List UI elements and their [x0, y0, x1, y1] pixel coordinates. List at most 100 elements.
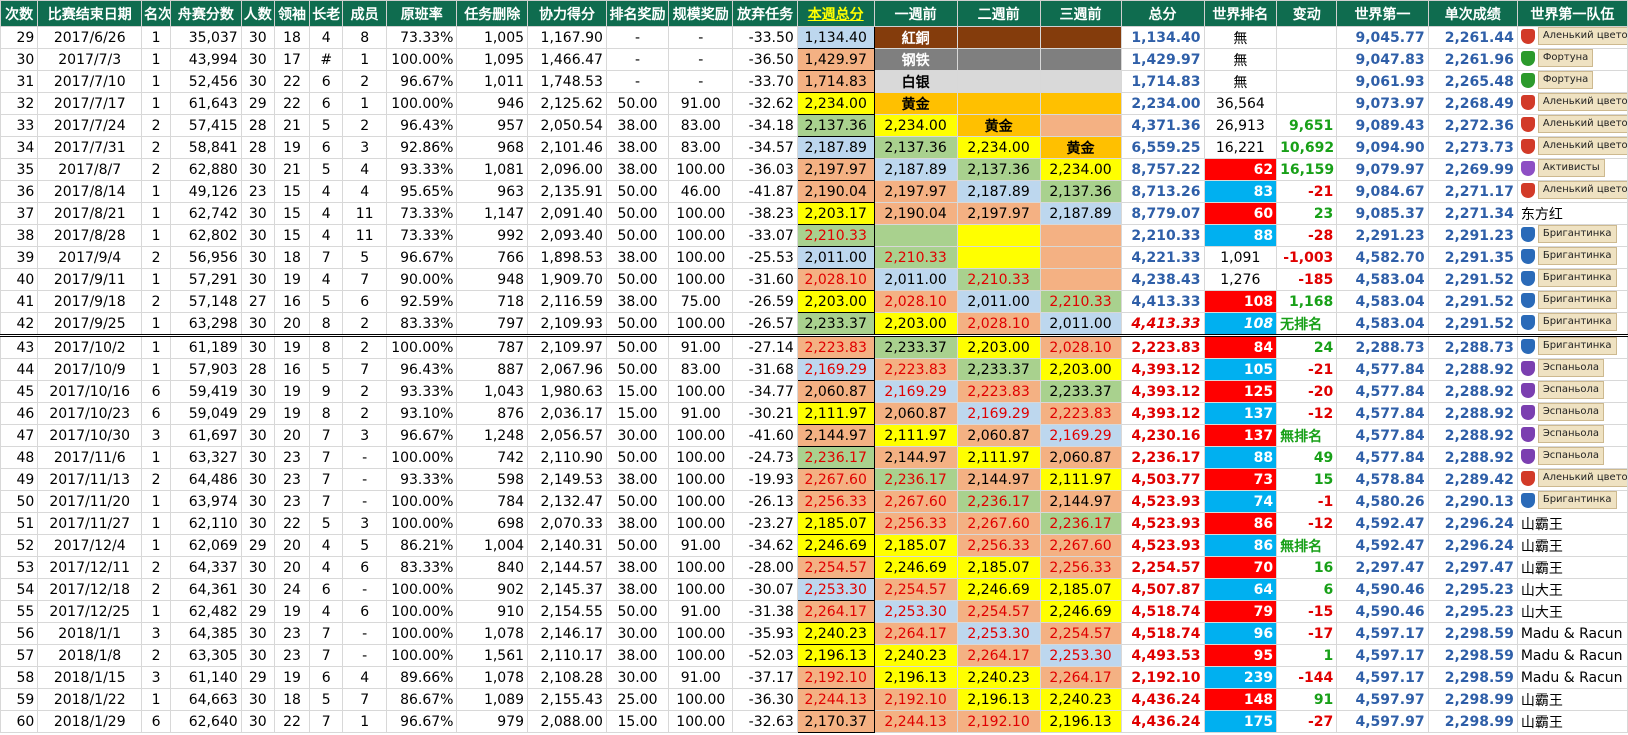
cell-members[interactable]: 30: [240, 246, 275, 269]
cell-attendance[interactable]: 100.00%: [385, 334, 458, 359]
cell-regulars[interactable]: 2: [342, 114, 387, 137]
cell-members[interactable]: 30: [240, 424, 275, 447]
cell-scale-bonus[interactable]: 83.00: [668, 136, 734, 159]
cell-members[interactable]: 27: [240, 290, 275, 313]
cell-abandon[interactable]: -31.38: [732, 600, 798, 623]
cell-attendance[interactable]: 100.00%: [385, 48, 458, 71]
cell-regulars[interactable]: 11: [342, 202, 387, 225]
cell-world-rank[interactable]: 36,564: [1203, 92, 1278, 115]
cell-rank-bonus[interactable]: 30.00: [605, 424, 670, 447]
cell-week-minus-1[interactable]: 2,144.97: [873, 446, 958, 469]
cell-leaders[interactable]: 19: [273, 334, 311, 359]
cell-week-minus-3[interactable]: 黄金: [1039, 136, 1122, 159]
cell-abandon[interactable]: -25.53: [732, 246, 798, 269]
cell-regulars[interactable]: 1: [342, 92, 387, 115]
cell-week-minus-1[interactable]: 2,187.89: [873, 158, 958, 181]
cell-placement[interactable]: 1: [141, 512, 172, 535]
cell-abandon[interactable]: -33.07: [732, 224, 798, 247]
cell-single-score[interactable]: 2,273.73: [1427, 136, 1518, 159]
cell-week-total[interactable]: 2,210.33: [796, 224, 875, 247]
cell-rank-bonus[interactable]: 38.00: [605, 246, 670, 269]
cell-scale-bonus[interactable]: -: [668, 26, 734, 49]
cell-attendance[interactable]: 100.00%: [385, 600, 458, 623]
cell-scale-bonus[interactable]: 100.00: [668, 644, 734, 667]
cell-leaders[interactable]: 19: [273, 380, 311, 403]
cell-assist-score[interactable]: 2,145.37: [527, 578, 607, 601]
cell-assist-score[interactable]: 1,466.47: [527, 48, 607, 71]
cell-change[interactable]: [1276, 26, 1338, 49]
cell-world-rank[interactable]: 73: [1203, 468, 1278, 491]
cell-placement[interactable]: 1: [141, 180, 172, 203]
cell-regulars[interactable]: -: [342, 468, 387, 491]
cell-abandon[interactable]: -26.13: [732, 490, 798, 513]
cell-scale-bonus[interactable]: 100.00: [668, 622, 734, 645]
cell-week-total[interactable]: 2,203.00: [796, 290, 875, 313]
cell-placement[interactable]: 2: [141, 578, 172, 601]
cell-regulars[interactable]: 3: [342, 424, 387, 447]
cell-end-date[interactable]: 2017/6/26: [37, 26, 143, 49]
cell-world-first-team[interactable]: 山霸王: [1516, 556, 1628, 579]
cell-end-date[interactable]: 2017/9/25: [37, 312, 143, 336]
cell-world-first[interactable]: 2,291.23: [1336, 224, 1429, 247]
cell-elders[interactable]: 7: [309, 446, 344, 469]
cell-regulars[interactable]: 8: [342, 26, 387, 49]
header-cell[interactable]: 三週前: [1039, 0, 1122, 27]
cell-leaders[interactable]: 22: [273, 70, 311, 93]
cell-task-delete[interactable]: 1,561: [456, 644, 529, 667]
cell-week-minus-3[interactable]: [1039, 268, 1122, 291]
cell-placement[interactable]: 1: [141, 26, 172, 49]
cell-abandon[interactable]: -33.50: [732, 26, 798, 49]
cell-attendance[interactable]: 90.00%: [385, 268, 458, 291]
cell-leaders[interactable]: 23: [273, 622, 311, 645]
cell-scale-bonus[interactable]: 100.00: [668, 556, 734, 579]
cell-week-minus-2[interactable]: 2,267.60: [956, 512, 1041, 535]
cell-abandon[interactable]: -30.21: [732, 402, 798, 425]
cell-world-first[interactable]: 9,079.97: [1336, 158, 1429, 181]
cell-attendance[interactable]: 93.10%: [385, 402, 458, 425]
cell-regulars[interactable]: 6: [342, 290, 387, 313]
cell-total-score[interactable]: 2,236.17: [1120, 446, 1205, 469]
cell-world-first[interactable]: 4,577.84: [1336, 402, 1429, 425]
cell-seq[interactable]: 29: [0, 26, 39, 49]
cell-members[interactable]: 30: [240, 380, 275, 403]
cell-world-first[interactable]: 4,597.17: [1336, 644, 1429, 667]
cell-end-date[interactable]: 2017/9/18: [37, 290, 143, 313]
cell-members[interactable]: 30: [240, 556, 275, 579]
cell-elders[interactable]: 8: [309, 334, 344, 359]
cell-world-rank[interactable]: 148: [1203, 688, 1278, 711]
cell-world-first[interactable]: 4,583.04: [1336, 290, 1429, 313]
cell-week-total[interactable]: 2,060.87: [796, 380, 875, 403]
cell-week-minus-3[interactable]: [1039, 26, 1122, 49]
cell-week-total[interactable]: 2,137.36: [796, 114, 875, 137]
cell-change[interactable]: [1276, 92, 1338, 115]
cell-placement[interactable]: 6: [141, 402, 172, 425]
cell-week-minus-2[interactable]: 2,254.57: [956, 600, 1041, 623]
cell-scale-bonus[interactable]: 91.00: [668, 600, 734, 623]
cell-abandon[interactable]: -31.68: [732, 358, 798, 381]
cell-week-total[interactable]: 2,203.17: [796, 202, 875, 225]
cell-total-score[interactable]: 4,413.33: [1120, 312, 1205, 336]
cell-week-minus-2[interactable]: 2,197.97: [956, 202, 1041, 225]
cell-placement[interactable]: 1: [141, 70, 172, 93]
cell-world-rank[interactable]: 108: [1203, 312, 1278, 336]
cell-scale-bonus[interactable]: 100.00: [668, 380, 734, 403]
cell-members[interactable]: 30: [240, 644, 275, 667]
cell-scale-bonus[interactable]: -: [668, 70, 734, 93]
cell-leaders[interactable]: 24: [273, 578, 311, 601]
cell-placement[interactable]: 3: [141, 666, 172, 689]
cell-world-first[interactable]: 4,578.84: [1336, 468, 1429, 491]
cell-end-date[interactable]: 2017/8/14: [37, 180, 143, 203]
cell-change[interactable]: 1,168: [1276, 290, 1338, 313]
cell-assist-score[interactable]: 2,067.96: [527, 358, 607, 381]
cell-task-delete[interactable]: 1,095: [456, 48, 529, 71]
cell-change[interactable]: 无排名: [1276, 312, 1338, 336]
cell-total-score[interactable]: 2,192.10: [1120, 666, 1205, 689]
cell-week-minus-2[interactable]: 2,169.29: [956, 402, 1041, 425]
cell-single-score[interactable]: 2,298.99: [1427, 688, 1518, 711]
cell-rank-bonus[interactable]: 15.00: [605, 710, 670, 733]
cell-week-minus-3[interactable]: 2,144.97: [1039, 490, 1122, 513]
cell-race-score[interactable]: 62,742: [170, 202, 242, 225]
cell-world-first-team[interactable]: Активисты: [1516, 158, 1628, 181]
cell-regulars[interactable]: 11: [342, 224, 387, 247]
cell-change[interactable]: 1: [1276, 644, 1338, 667]
